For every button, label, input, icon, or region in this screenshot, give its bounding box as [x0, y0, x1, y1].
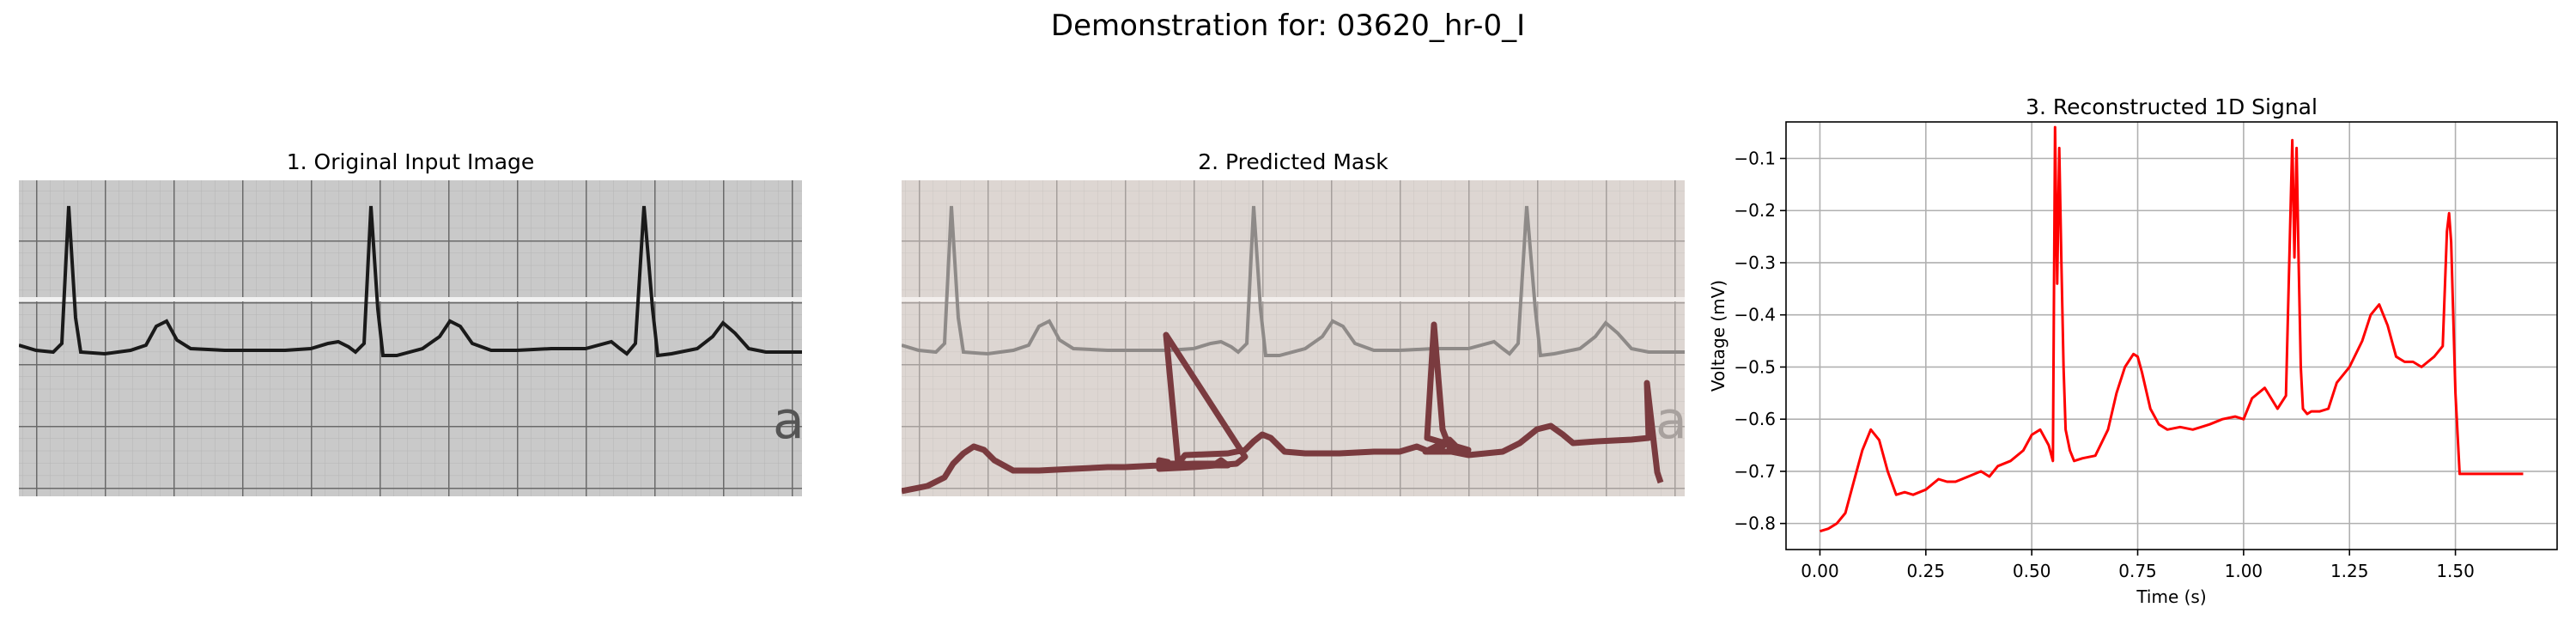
- mask-lead-glyph: a: [1656, 391, 1685, 451]
- y-tick-label: −0.2: [1734, 200, 1776, 221]
- x-tick-label: 1.50: [2436, 561, 2475, 581]
- x-tick-label: 0.25: [1907, 561, 1946, 581]
- ecg-trace: [19, 205, 802, 358]
- y-tick-label: −0.5: [1734, 356, 1776, 377]
- predicted-mask-title: 2. Predicted Mask: [1198, 149, 1388, 174]
- x-tick-label: 1.25: [2330, 561, 2369, 581]
- y-tick-label: −0.4: [1734, 305, 1776, 325]
- y-tick-label: −0.1: [1734, 149, 1776, 169]
- original-image-title: 1. Original Input Image: [286, 149, 535, 174]
- x-tick-label: 0.00: [1801, 561, 1839, 581]
- x-tick-label: 0.75: [2118, 561, 2157, 581]
- y-tick-label: −0.6: [1734, 409, 1776, 429]
- figure-suptitle: Demonstration for: 03620_hr-0_I: [1050, 9, 1526, 43]
- signal-series-line: [1820, 125, 2524, 533]
- predicted-mask-image: a: [902, 180, 1685, 496]
- y-tick-label: −0.8: [1734, 513, 1776, 534]
- y-tick-label: −0.7: [1734, 461, 1776, 482]
- plot-frame: [1785, 121, 2558, 550]
- mask-trace: [902, 321, 1664, 495]
- y-axis-label: Voltage (mV): [1708, 280, 1728, 392]
- signal-chart-title: 3. Reconstructed 1D Signal: [2026, 94, 2318, 119]
- x-axis-label: Time (s): [2136, 586, 2206, 607]
- lead-glyph: a: [773, 391, 802, 451]
- x-tick-label: 0.50: [2013, 561, 2051, 581]
- x-tick-label: 1.00: [2225, 561, 2263, 581]
- y-tick-label: −0.3: [1734, 252, 1776, 273]
- original-input-image: a: [19, 180, 802, 496]
